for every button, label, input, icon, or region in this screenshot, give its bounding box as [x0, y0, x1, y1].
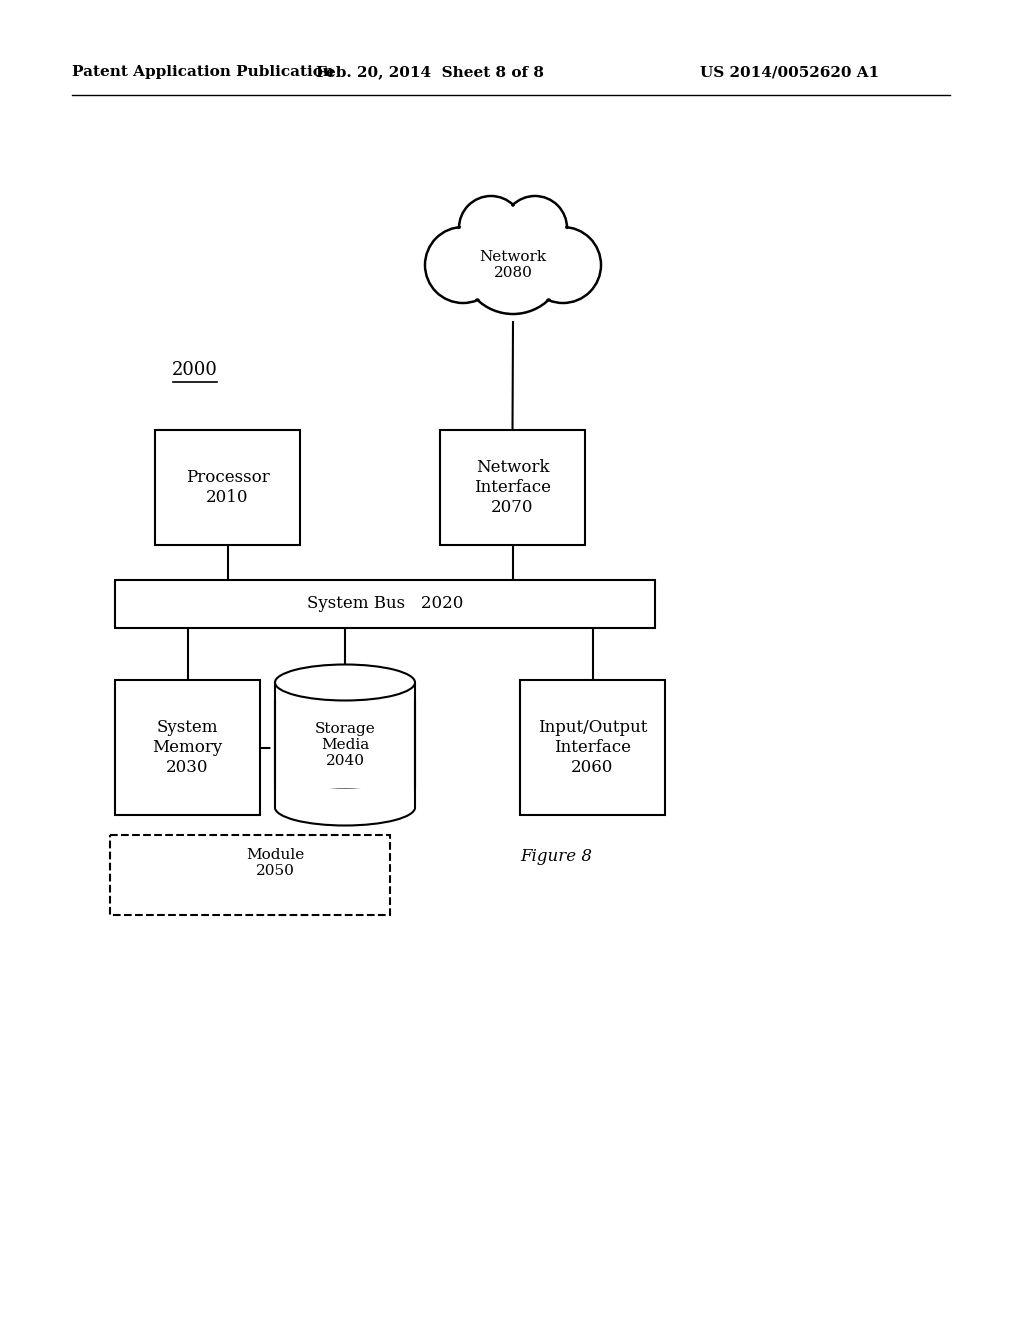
Text: Patent Application Publication: Patent Application Publication: [72, 65, 334, 79]
Text: Input/Output
Interface
2060: Input/Output Interface 2060: [538, 719, 647, 776]
Circle shape: [506, 198, 564, 257]
Circle shape: [461, 210, 565, 314]
Text: Feb. 20, 2014  Sheet 8 of 8: Feb. 20, 2014 Sheet 8 of 8: [316, 65, 544, 79]
Text: Storage
Media
2040: Storage Media 2040: [314, 722, 376, 768]
Bar: [440, 430, 585, 545]
Bar: [115, 579, 655, 628]
Ellipse shape: [275, 664, 415, 701]
Circle shape: [425, 227, 501, 304]
Bar: [273, 788, 417, 808]
Circle shape: [525, 227, 601, 304]
Text: US 2014/0052620 A1: US 2014/0052620 A1: [700, 65, 880, 79]
Text: Network
2080: Network 2080: [479, 249, 547, 280]
Text: Figure 8: Figure 8: [520, 847, 592, 865]
Circle shape: [527, 230, 598, 301]
Ellipse shape: [275, 789, 415, 825]
Circle shape: [503, 195, 567, 260]
Bar: [110, 836, 390, 915]
Circle shape: [427, 230, 499, 301]
Text: System Bus   2020: System Bus 2020: [307, 595, 463, 612]
Text: Module
2050: Module 2050: [246, 847, 304, 878]
Text: System
Memory
2030: System Memory 2030: [153, 719, 222, 776]
Circle shape: [462, 198, 520, 257]
Text: 2000: 2000: [172, 360, 218, 379]
Bar: [275, 682, 415, 808]
Text: Processor
2010: Processor 2010: [185, 469, 269, 506]
Circle shape: [464, 213, 562, 312]
Bar: [155, 430, 300, 545]
Bar: [115, 680, 260, 814]
Text: Network
Interface
2070: Network Interface 2070: [474, 459, 551, 516]
Bar: [520, 680, 665, 814]
Circle shape: [459, 195, 523, 260]
